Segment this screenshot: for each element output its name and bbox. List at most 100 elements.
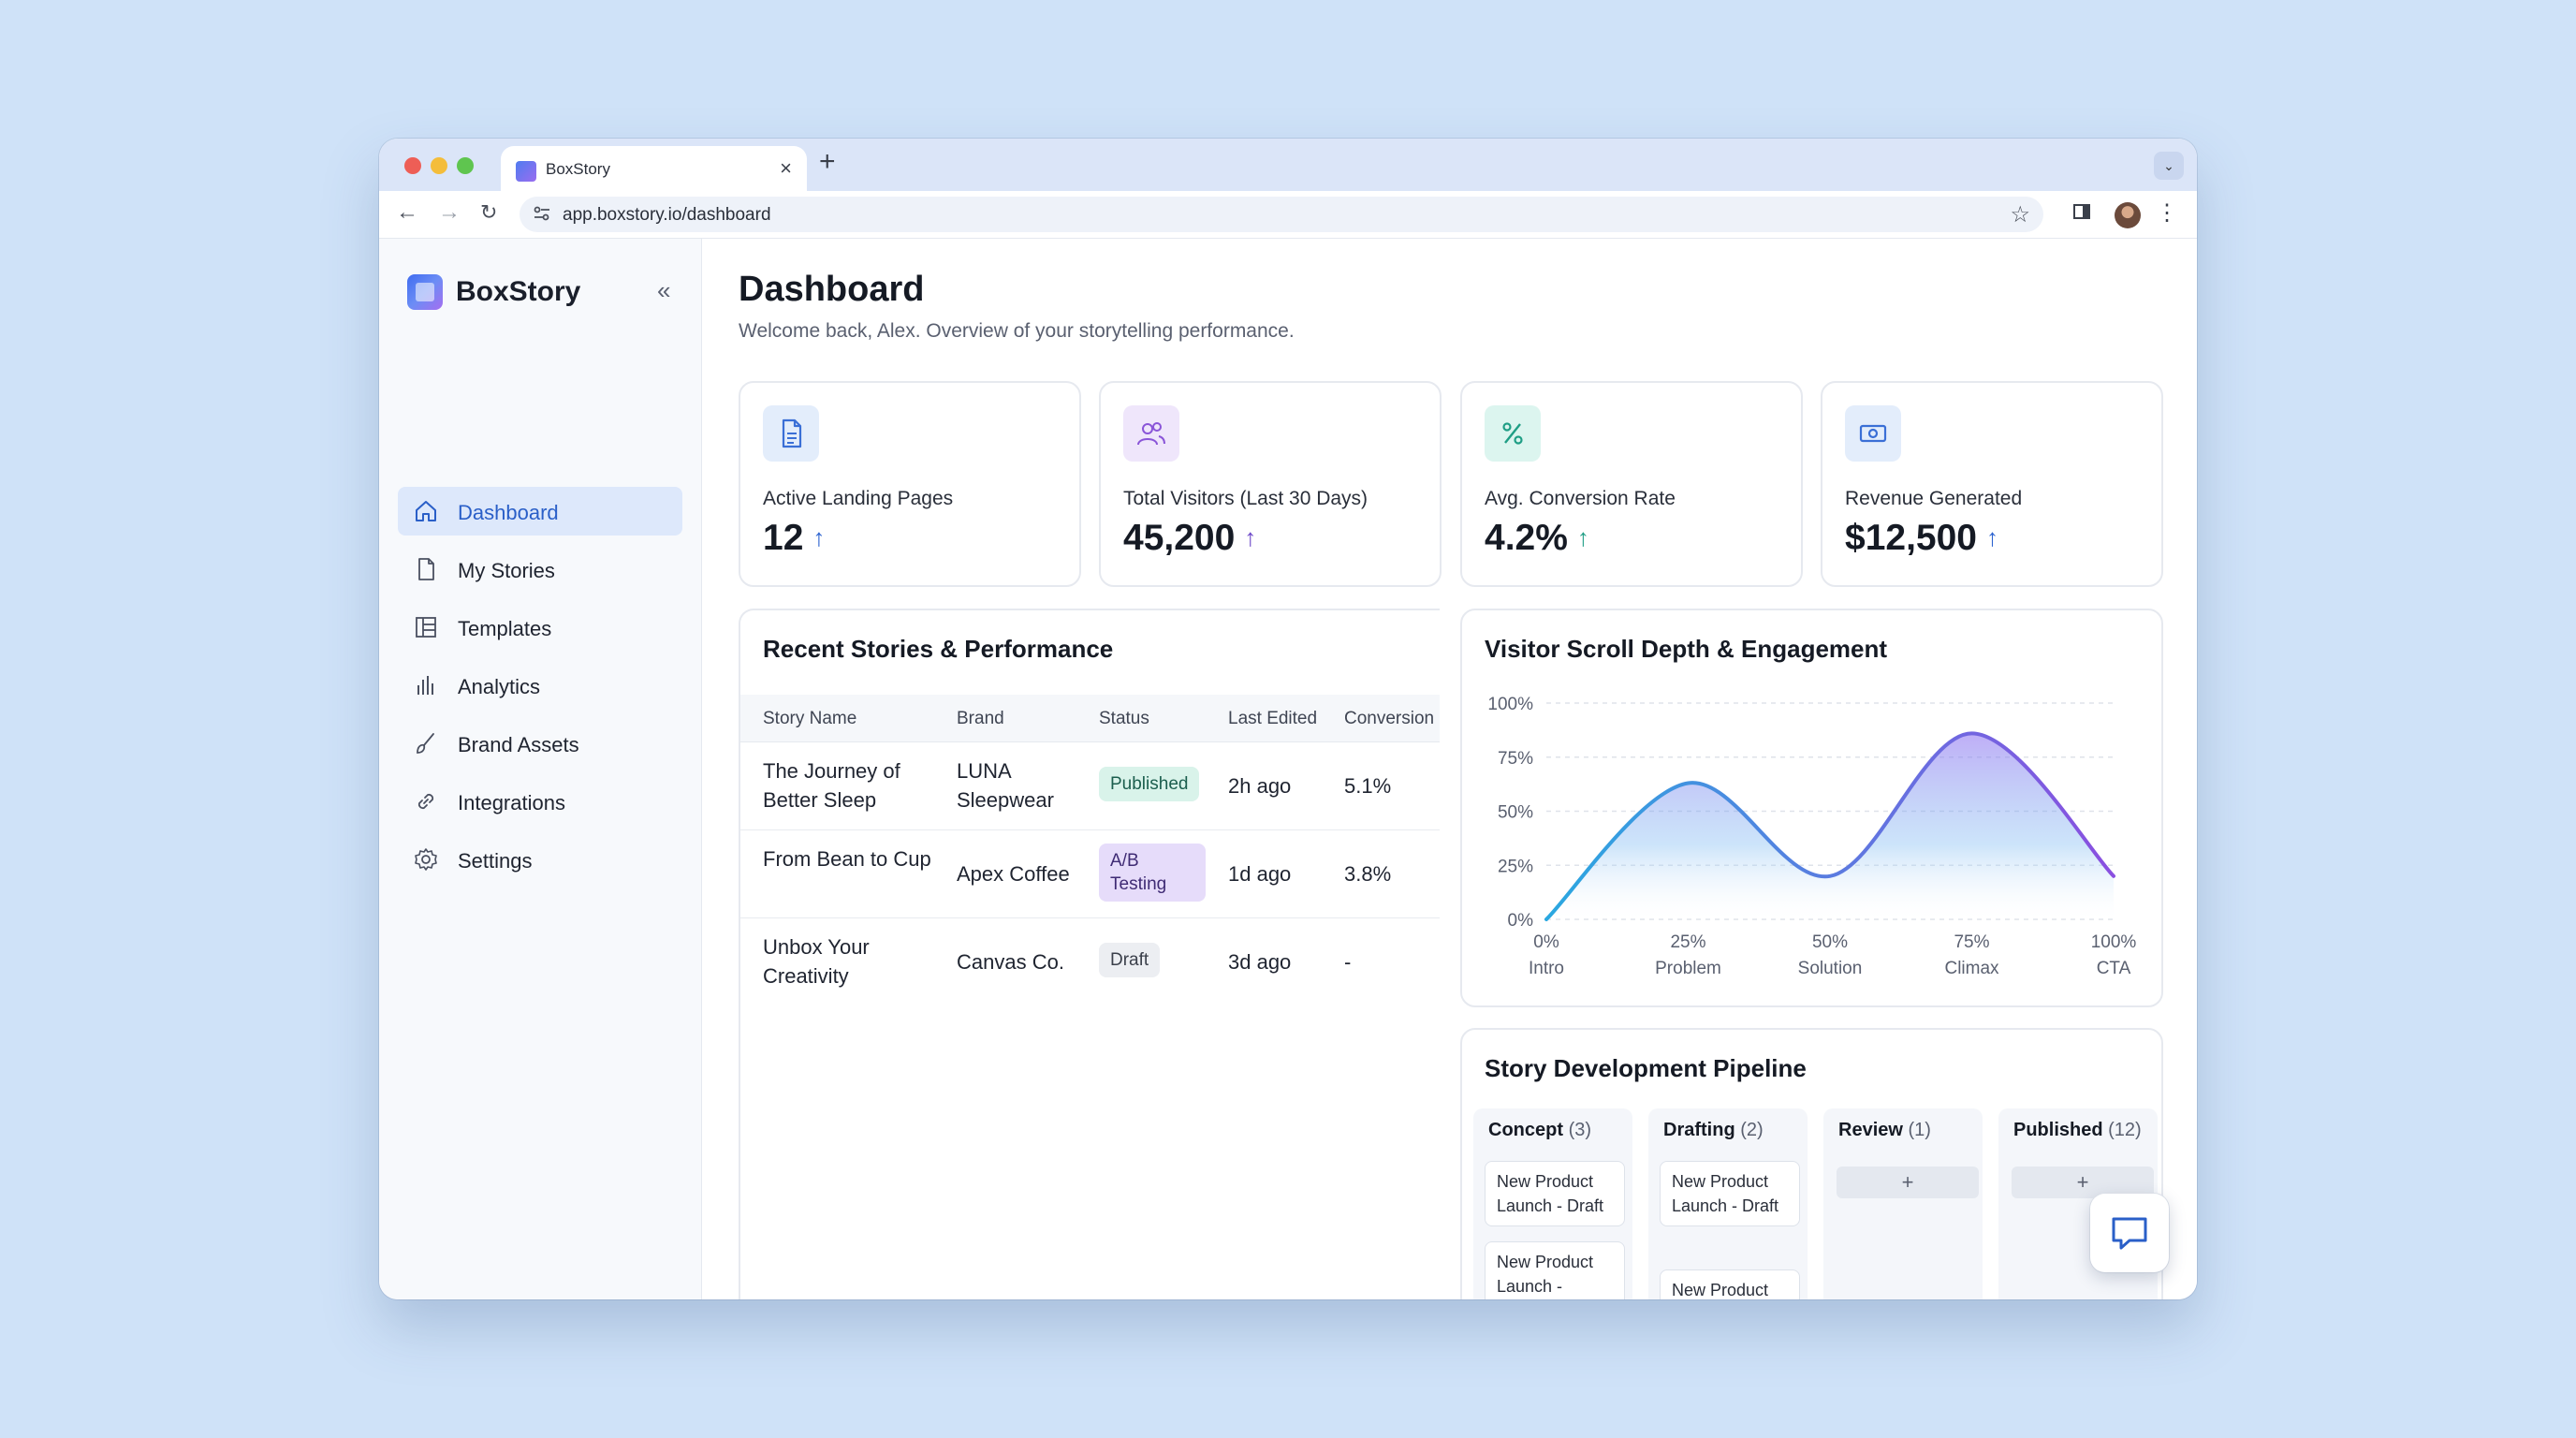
y-tick-label: 75%: [1498, 749, 1533, 769]
back-arrow-icon[interactable]: ←: [396, 199, 418, 225]
minimize-window-button[interactable]: [431, 157, 447, 174]
stat-number: $12,500: [1845, 518, 1977, 558]
sidebar-item-analytics[interactable]: Analytics: [398, 661, 682, 710]
status-badge: Published: [1099, 767, 1200, 801]
trend-up-icon: ↑: [812, 523, 826, 551]
table-row[interactable]: The Journey of Better Sleep LUNA Sleepwe…: [740, 742, 1440, 830]
close-window-button[interactable]: [404, 157, 421, 174]
pipeline-column-concept: Concept (3) New Product Launch - Draft N…: [1473, 1108, 1632, 1299]
page-subtitle: Welcome back, Alex. Overview of your sto…: [739, 320, 1295, 342]
story-name[interactable]: Unbox Your Creativity: [763, 935, 870, 988]
browser-toolbar: ← → ↻ app.boxstory.io/dashboard ☆ ⋮: [379, 191, 2197, 239]
column-count: (3): [1568, 1120, 1592, 1140]
table-header: Story Name Brand Status Last Edited Conv…: [740, 695, 1440, 742]
pipeline-card-item[interactable]: New Product Launch - Draft: [1660, 1161, 1800, 1226]
brand-name: Apex Coffee: [957, 862, 1070, 886]
side-panel-icon[interactable]: [2071, 201, 2092, 227]
brand-name: LUNA Sleepwear: [957, 759, 1054, 812]
boxstory-logo-icon: [407, 274, 443, 310]
document-icon: [763, 405, 819, 462]
tab-search-button[interactable]: ⌄: [2154, 152, 2184, 180]
sidebar-item-settings[interactable]: Settings: [398, 835, 682, 884]
sidebar-item-label: Integrations: [458, 791, 565, 814]
column-heading: Review (1): [1838, 1120, 1931, 1141]
tab-title: BoxStory: [546, 160, 610, 178]
sidebar-item-dashboard[interactable]: Dashboard: [398, 487, 682, 536]
maximize-window-button[interactable]: [457, 157, 474, 174]
y-tick-label: 50%: [1498, 803, 1533, 823]
column-heading: Published (12): [2013, 1120, 2142, 1141]
column-header-story-name[interactable]: Story Name: [763, 709, 857, 728]
x-tick-sublabel: CTA: [2097, 959, 2131, 978]
status-badge: A/B Testing: [1099, 844, 1206, 902]
engagement-area: [1546, 733, 2114, 919]
address-bar[interactable]: app.boxstory.io/dashboard ☆: [520, 197, 2043, 232]
tab-strip: BoxStory × + ⌄: [379, 139, 2197, 191]
gear-icon: [415, 848, 437, 871]
pipeline-card-item[interactable]: New Product: [1660, 1269, 1800, 1299]
more-menu-icon[interactable]: ⋮: [2156, 200, 2178, 226]
conversion-value: 3.8%: [1344, 862, 1392, 886]
users-icon: [1123, 405, 1179, 462]
x-tick-label: 100%: [2091, 932, 2137, 952]
chat-support-button[interactable]: [2090, 1194, 2169, 1272]
last-edited: 3d ago: [1228, 950, 1292, 974]
recent-stories-title: Recent Stories & Performance: [763, 635, 1114, 663]
x-tick-label: 50%: [1812, 932, 1848, 952]
add-card-button[interactable]: +: [1837, 1167, 1979, 1198]
stat-value: 45,200 ↑: [1123, 518, 1256, 559]
column-header-brand[interactable]: Brand: [957, 709, 1004, 728]
column-header-last-edited[interactable]: Last Edited: [1228, 709, 1318, 728]
money-icon: [1845, 405, 1901, 462]
url-text[interactable]: app.boxstory.io/dashboard: [563, 205, 771, 225]
conversion-value: -: [1344, 950, 1352, 974]
add-card-button[interactable]: +: [2012, 1167, 2154, 1198]
pipeline-card-item[interactable]: New Product Launch -: [1485, 1241, 1625, 1299]
x-tick-sublabel: Intro: [1529, 959, 1564, 978]
site-settings-icon[interactable]: [533, 204, 551, 227]
x-tick-label: 0%: [1533, 932, 1559, 952]
profile-avatar[interactable]: [2115, 202, 2141, 228]
pipeline-card-item[interactable]: New Product Launch - Draft: [1485, 1161, 1625, 1226]
status-badge: Draft: [1099, 943, 1161, 977]
chart-title: Visitor Scroll Depth & Engagement: [1485, 635, 1888, 663]
bookmark-star-icon[interactable]: ☆: [2010, 202, 2030, 227]
column-count: (2): [1740, 1120, 1764, 1140]
trend-up-icon: ↑: [1985, 523, 1998, 551]
stat-card-revenue[interactable]: Revenue Generated $12,500 ↑: [1821, 381, 2163, 587]
tab-close-icon[interactable]: ×: [780, 156, 792, 180]
engagement-line: [1544, 731, 2115, 921]
story-name[interactable]: The Journey of Better Sleep: [763, 759, 900, 812]
forward-arrow-icon[interactable]: →: [438, 199, 461, 225]
document-icon: [418, 558, 434, 580]
reload-icon[interactable]: ↻: [480, 200, 498, 224]
column-header-conversion[interactable]: Conversion: [1344, 709, 1435, 728]
browser-tab[interactable]: BoxStory ×: [501, 146, 807, 191]
stat-label: Revenue Generated: [1845, 488, 2023, 509]
pipeline-column-review: Review (1) +: [1823, 1108, 1983, 1299]
sidebar-item-integrations[interactable]: Integrations: [398, 777, 682, 826]
page-title: Dashboard: [739, 270, 925, 309]
collapse-sidebar-icon[interactable]: «: [657, 276, 671, 304]
sidebar-item-brand-assets[interactable]: Brand Assets: [398, 719, 682, 768]
trend-up-icon: ↑: [1576, 523, 1589, 551]
template-icon: [416, 617, 436, 638]
stat-number: 45,200: [1123, 518, 1236, 558]
sidebar-item-my-stories[interactable]: My Stories: [398, 545, 682, 594]
new-tab-button[interactable]: +: [819, 146, 836, 177]
brand-name: BoxStory: [456, 276, 581, 307]
sidebar-item-label: Settings: [458, 849, 533, 873]
sidebar-item-templates[interactable]: Templates: [398, 603, 682, 652]
sidebar-item-label: My Stories: [458, 559, 555, 582]
column-name: Concept: [1488, 1120, 1563, 1140]
table-row[interactable]: From Bean to Cup Apex Coffee A/B Testing…: [740, 830, 1440, 918]
percent-icon: [1485, 405, 1541, 462]
story-name[interactable]: From Bean to Cup: [763, 847, 931, 871]
column-header-status[interactable]: Status: [1099, 709, 1149, 728]
stat-card-conversion-rate[interactable]: Avg. Conversion Rate 4.2% ↑: [1460, 381, 1803, 587]
y-tick-label: 0%: [1508, 911, 1534, 931]
stat-card-active-pages[interactable]: Active Landing Pages 12 ↑: [739, 381, 1081, 587]
stat-card-total-visitors[interactable]: Total Visitors (Last 30 Days) 45,200 ↑: [1099, 381, 1442, 587]
table-row[interactable]: Unbox Your Creativity Canvas Co. Draft 3…: [740, 918, 1440, 1005]
stat-value: 12 ↑: [763, 518, 825, 559]
